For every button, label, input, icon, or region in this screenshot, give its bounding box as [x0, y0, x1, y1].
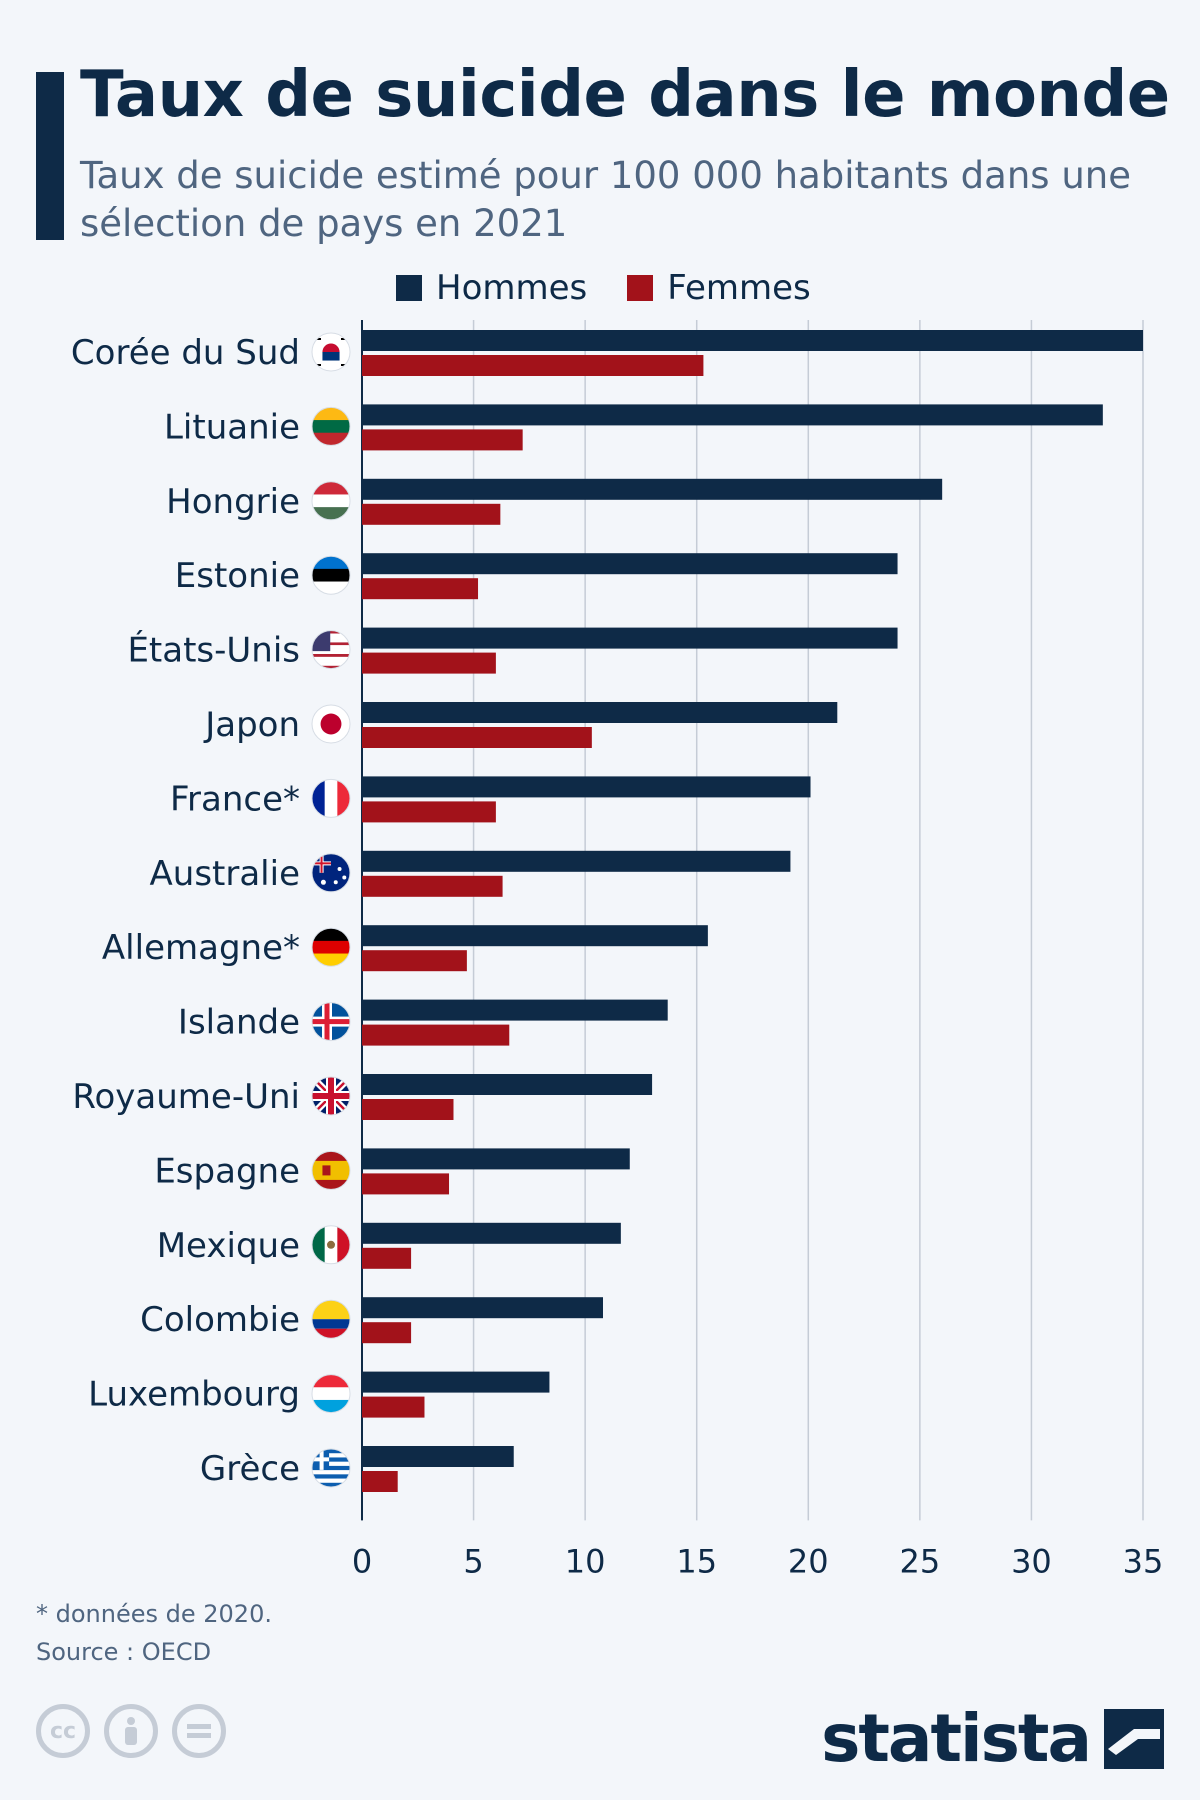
attribution-icon[interactable] [104, 1704, 158, 1758]
legend-label-men: Hommes [436, 268, 588, 308]
bar-men [362, 1371, 550, 1393]
category-label: Colombie [140, 1300, 300, 1340]
category-label: Estonie [175, 556, 300, 596]
category-label: Royaume-Uni [72, 1077, 300, 1117]
bar-men [362, 330, 1143, 351]
x-tick-label: 15 [676, 1542, 717, 1580]
bar-men [362, 478, 943, 500]
bar-women [362, 429, 523, 451]
bar-men [362, 1446, 514, 1467]
logo-mark-icon [1104, 1708, 1164, 1769]
france-flag-icon [311, 778, 351, 818]
bar-women [362, 1024, 510, 1046]
category-label: États-Unis [127, 630, 300, 671]
bar-men [362, 702, 838, 723]
bar-women [362, 503, 501, 525]
iceland-flag-icon [311, 1002, 351, 1042]
category-label: Hongrie [166, 482, 300, 522]
japan-flag-icon [311, 704, 351, 744]
page-title: Taux de suicide dans le monde [80, 58, 1170, 132]
colombia-flag-icon [311, 1299, 351, 1339]
x-tick-label: 5 [463, 1542, 483, 1580]
usa-flag-icon [311, 630, 351, 670]
bar-men [362, 627, 898, 649]
no-derivatives-icon[interactable] [172, 1704, 226, 1758]
category-label: Luxembourg [88, 1375, 300, 1415]
bar-men [362, 925, 708, 947]
estonia-flag-icon [311, 555, 351, 595]
category-label: Mexique [157, 1226, 300, 1266]
legend-swatch-men [396, 275, 422, 301]
hungary-flag-icon [311, 481, 351, 521]
bar-women [362, 1396, 425, 1418]
bar-women [362, 727, 592, 748]
germany-flag-icon [311, 927, 351, 967]
footnote: * données de 2020. [36, 1600, 272, 1628]
uk-flag-icon [311, 1076, 351, 1116]
bar-women [362, 578, 479, 600]
bar-men [362, 553, 898, 575]
bar-women [362, 950, 467, 972]
luxembourg-flag-icon [311, 1374, 351, 1414]
australia-flag-icon [311, 853, 351, 893]
bar-women [362, 1173, 450, 1195]
bar-men [362, 776, 811, 798]
spain-flag-icon [311, 1150, 351, 1190]
bar-women [362, 355, 704, 376]
category-label: France* [170, 779, 300, 819]
legend-item-women: Femmes [627, 268, 811, 308]
category-label: Australie [150, 854, 300, 894]
x-tick-label: 30 [1011, 1542, 1052, 1580]
bar-men [362, 1297, 603, 1319]
bar-men [362, 1074, 653, 1095]
page-subtitle: Taux de suicide estimé pour 100 000 habi… [80, 154, 1131, 245]
category-label: Corée du Sud [71, 333, 300, 373]
x-tick-label: 10 [565, 1542, 606, 1580]
bar-men [362, 850, 791, 872]
bar-women [362, 1322, 412, 1344]
x-tick-label: 35 [1123, 1542, 1164, 1580]
legend-label-women: Femmes [667, 268, 811, 308]
statista-logo[interactable]: statista [821, 1700, 1164, 1777]
source-note: Source : OECD [36, 1638, 212, 1666]
bar-men [362, 1148, 630, 1170]
bar-chart: 0 5 10 15 20 25 30 35 Corée du Sud Lituanie Hongri… [71, 320, 1164, 1580]
legend-item-men: Hommes [396, 268, 587, 308]
south-korea-flag-icon [311, 332, 351, 372]
bar-men [362, 404, 1103, 426]
license-icons: cc [36, 1704, 240, 1758]
logo-text: statista [821, 1700, 1092, 1777]
category-label: Allemagne* [102, 928, 300, 968]
x-tick-label: 0 [352, 1542, 372, 1580]
bar-women [362, 801, 496, 823]
bar-women [362, 652, 496, 674]
bar-men [362, 999, 668, 1021]
bar-men [362, 1222, 621, 1244]
greece-flag-icon [311, 1448, 351, 1488]
bar-women [362, 1471, 398, 1492]
bar-women [362, 875, 503, 897]
category-label: Espagne [154, 1151, 300, 1191]
category-label: Islande [178, 1003, 300, 1043]
category-label: Japon [203, 705, 300, 745]
legend-swatch-women [627, 275, 654, 301]
title-accent-bar [36, 72, 64, 240]
mexico-flag-icon [311, 1225, 351, 1265]
lithuania-flag-icon [311, 406, 351, 446]
category-label: Grèce [200, 1449, 300, 1489]
x-tick-label: 20 [788, 1542, 829, 1580]
bar-women [362, 1247, 412, 1269]
category-label: Lituanie [164, 407, 300, 447]
cc-icon[interactable]: cc [36, 1704, 90, 1758]
chart-legend: Hommes Femmes [396, 268, 851, 308]
bar-women [362, 1099, 454, 1120]
x-tick-label: 25 [899, 1542, 940, 1580]
